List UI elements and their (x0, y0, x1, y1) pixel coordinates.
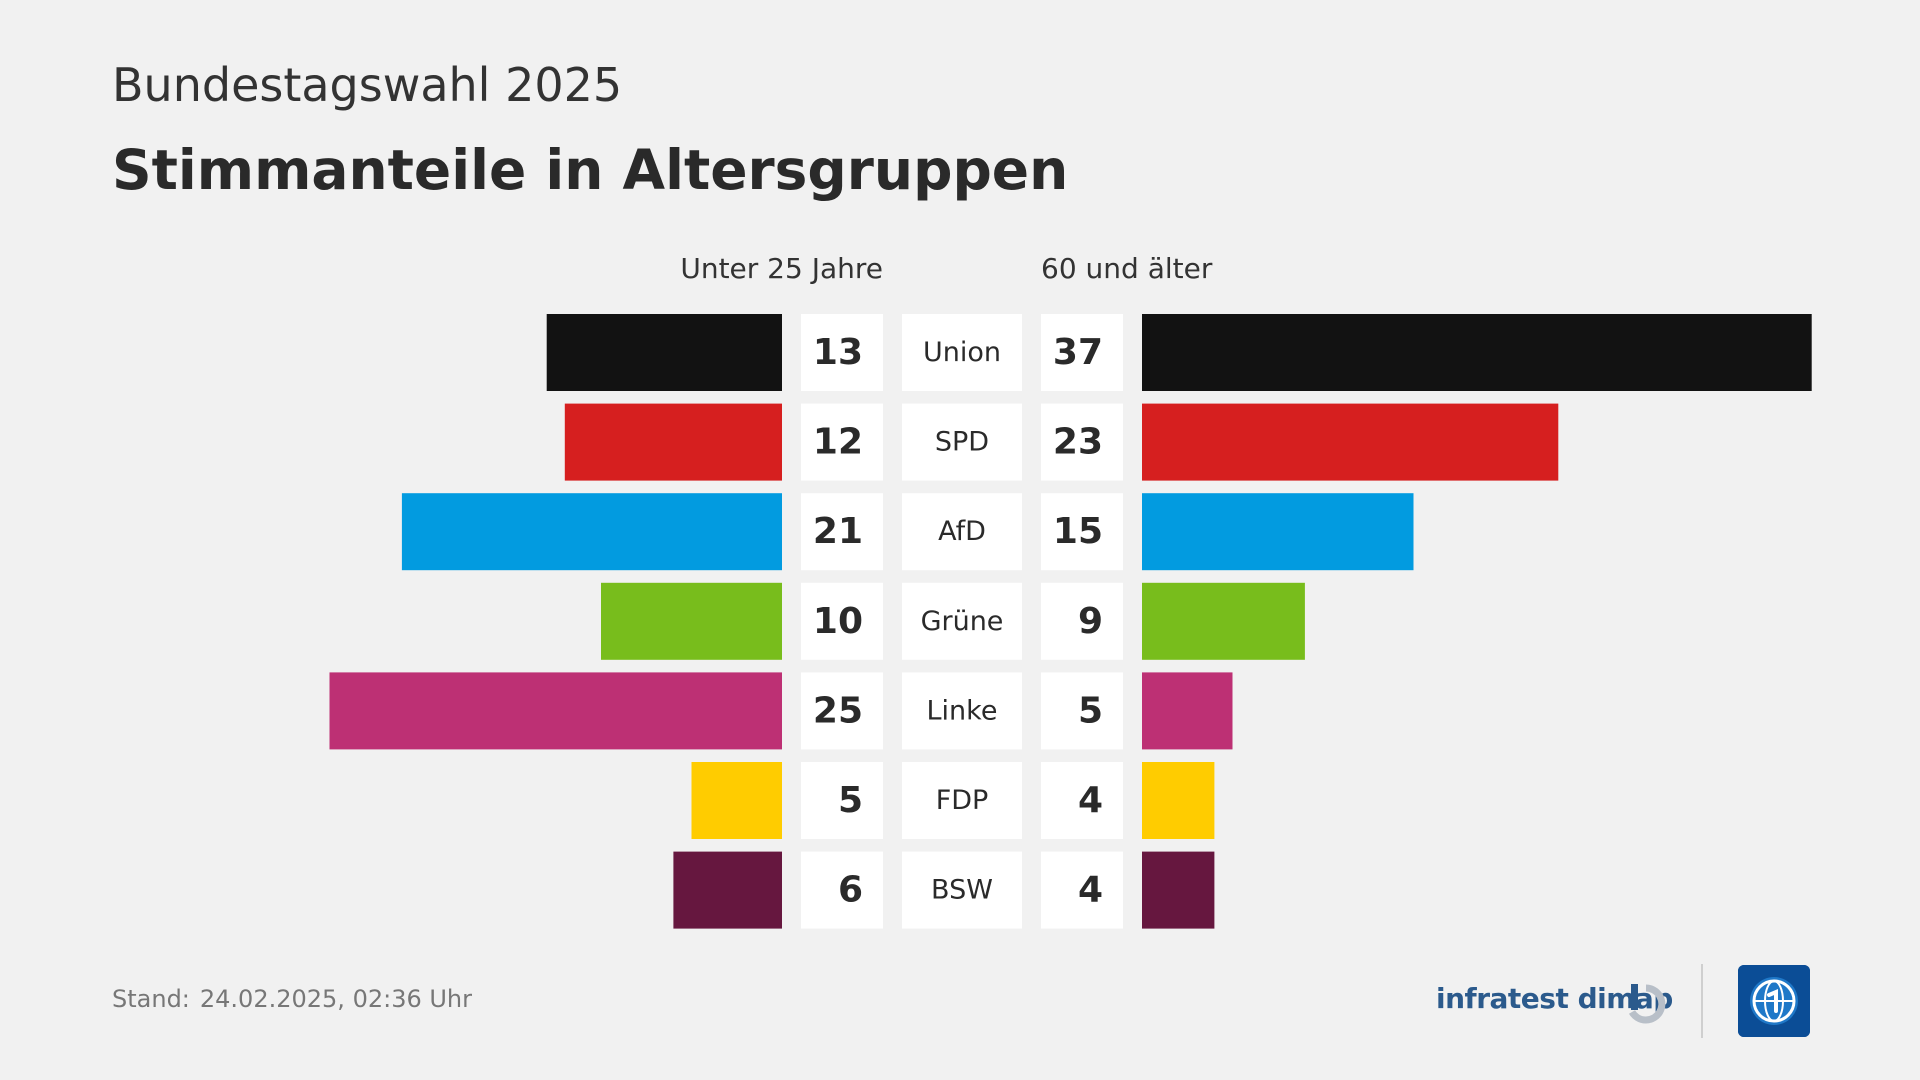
value-cell-under25-fdp (801, 762, 883, 839)
infratest-dimap-logo-icon (1628, 984, 1666, 1024)
value-label-60plus-union: 37 (1053, 332, 1103, 373)
timestamp: Stand: 24.02.2025, 02:36 Uhr (112, 985, 472, 1013)
value-cell-under25-union (801, 314, 883, 391)
value-label-60plus-spd: 23 (1053, 422, 1103, 463)
chart-title: Stimmanteile in Altersgruppen (112, 138, 1069, 202)
value-cell-under25-linke (801, 672, 883, 750)
party-cell-union (902, 314, 1022, 391)
party-label-gruene: Grüne (921, 606, 1004, 637)
value-label-under25-fdp: 5 (838, 780, 863, 821)
chart-supertitle: Bundestagswahl 2025 (112, 58, 623, 112)
value-label-under25-bsw: 6 (838, 870, 863, 911)
bar-60plus-union (1142, 314, 1812, 391)
footer-divider (1701, 964, 1703, 1038)
bar-60plus-linke (1142, 672, 1233, 750)
timestamp-label: Stand: (112, 985, 190, 1013)
value-label-under25-gruene: 10 (813, 601, 863, 642)
value-cell-under25-gruene (801, 582, 883, 660)
bar-under25-gruene (601, 582, 782, 660)
value-label-under25-afd: 21 (813, 511, 863, 552)
party-label-linke: Linke (927, 695, 998, 726)
legend-right-group: 60 und älter (1041, 252, 1213, 285)
party-cell-gruene (902, 582, 1022, 660)
value-label-60plus-linke: 5 (1078, 690, 1103, 731)
bar-under25-afd (401, 493, 782, 571)
party-label-spd: SPD (935, 427, 989, 458)
party-cell-spd (902, 403, 1022, 481)
value-cell-60plus-afd (1041, 493, 1123, 571)
bar-under25-spd (564, 403, 782, 481)
value-cell-under25-bsw (801, 851, 883, 929)
value-cell-under25-spd (801, 403, 883, 481)
timestamp-value: 24.02.2025, 02:36 Uhr (199, 985, 472, 1013)
value-cell-60plus-linke (1041, 672, 1123, 750)
bar-under25-fdp (691, 762, 782, 839)
value-label-60plus-gruene: 9 (1078, 601, 1103, 642)
party-cell-afd (902, 493, 1022, 571)
value-cell-60plus-spd (1041, 403, 1123, 481)
value-label-60plus-fdp: 4 (1078, 780, 1103, 821)
value-label-60plus-bsw: 4 (1078, 870, 1103, 911)
party-label-union: Union (923, 337, 1001, 368)
tagesschau-logo-icon (1738, 965, 1810, 1037)
party-label-afd: AfD (938, 516, 986, 547)
party-cell-linke (902, 672, 1022, 750)
value-cell-60plus-union (1041, 314, 1123, 391)
party-cell-bsw (902, 851, 1022, 929)
party-cell-fdp (902, 762, 1022, 839)
value-cell-60plus-gruene (1041, 582, 1123, 660)
value-label-under25-spd: 12 (813, 422, 863, 463)
bar-under25-linke (329, 672, 782, 750)
bar-60plus-spd (1142, 403, 1559, 481)
legend-left-group: Unter 25 Jahre (680, 252, 883, 285)
value-cell-60plus-bsw (1041, 851, 1123, 929)
bar-60plus-fdp (1142, 762, 1215, 839)
value-label-under25-union: 13 (813, 332, 863, 373)
value-label-under25-linke: 25 (813, 690, 863, 731)
bar-60plus-afd (1142, 493, 1414, 571)
value-cell-under25-afd (801, 493, 883, 571)
value-label-60plus-afd: 15 (1053, 511, 1103, 552)
party-label-fdp: FDP (936, 785, 989, 816)
value-cell-60plus-fdp (1041, 762, 1123, 839)
bar-under25-bsw (673, 851, 782, 929)
bar-under25-union (546, 314, 782, 391)
bar-60plus-bsw (1142, 851, 1215, 929)
bar-60plus-gruene (1142, 582, 1305, 660)
party-label-bsw: BSW (931, 875, 993, 906)
